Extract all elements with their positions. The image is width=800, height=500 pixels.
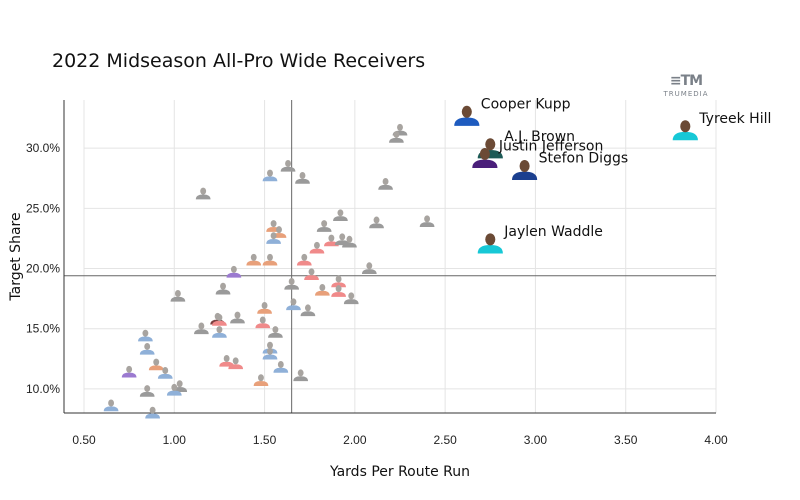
player-headshot [316, 220, 332, 232]
player-headshot [226, 265, 242, 278]
player-headshot [343, 292, 359, 305]
player-headshot [266, 232, 281, 244]
player-label: A.J. Brown [504, 129, 575, 145]
player-headshot [369, 216, 384, 229]
grid-lines [83, 100, 717, 413]
player-headshot [215, 282, 231, 295]
player-headshot [280, 159, 296, 172]
player-headshot [331, 285, 346, 297]
player-headshot [145, 406, 160, 419]
player-headshot [284, 277, 300, 290]
player-headshot [212, 326, 227, 338]
highlighted-player-headshot [672, 120, 698, 141]
x-axis-title: Yards Per Route Run [329, 464, 470, 480]
x-tick-label: 2.50 [433, 433, 457, 447]
player-headshot [228, 357, 244, 370]
trumedia-logo-mark: ≡TM [669, 73, 703, 89]
player-headshot [194, 322, 209, 335]
player-headshot [273, 361, 289, 373]
player-headshot [342, 235, 357, 248]
highlighted-player-headshot [454, 105, 480, 126]
player-headshot [333, 209, 348, 222]
player-headshot [268, 326, 283, 338]
player-headshot [378, 178, 393, 190]
player-headshot [138, 329, 153, 342]
trumedia-logo-text: TRUMEDIA [663, 90, 709, 98]
player-headshot [300, 304, 316, 317]
x-tick-label: 4.00 [704, 433, 728, 447]
player-headshot [262, 169, 278, 182]
player-headshot [331, 275, 346, 288]
y-tick-label: 15.0% [26, 322, 60, 336]
x-tick-label: 2.00 [343, 433, 367, 447]
player-headshot [139, 342, 155, 355]
tick-labels: 0.50 1.00 1.50 2.00 2.50 3.00 3.50 4.00 10.0% 15.… [26, 141, 728, 447]
highlighted-player-headshot [477, 233, 503, 254]
player-headshot [315, 283, 330, 296]
player-label: Tyreek Hill [698, 111, 771, 127]
trumedia-logo: ≡TM TRUMEDIA [660, 74, 712, 98]
axes [63, 100, 716, 414]
player-headshot [246, 253, 262, 266]
y-tick-label: 30.0% [26, 141, 60, 155]
player-label: Stefon Diggs [539, 151, 629, 167]
player-headshot [148, 358, 164, 371]
player-headshot [170, 289, 186, 302]
player-headshot [139, 385, 155, 397]
player-headshot [166, 383, 182, 396]
player-headshot [157, 367, 173, 379]
player-headshot [295, 172, 310, 184]
player-headshot [304, 268, 319, 281]
player-headshot [255, 316, 271, 329]
player-label: Justin Jefferson [498, 139, 603, 155]
reference-lines [64, 100, 716, 413]
player-headshot [253, 374, 269, 386]
player-headshot [296, 253, 312, 266]
player-headshot [309, 241, 325, 254]
y-axis-title: Target Share [8, 212, 24, 301]
y-tick-label: 20.0% [26, 262, 60, 276]
player-headshot [257, 302, 272, 314]
player-headshot [361, 262, 377, 274]
player-headshot [103, 399, 119, 412]
player-headshot [419, 215, 435, 228]
player-headshot [195, 187, 211, 200]
player-headshot [121, 365, 137, 378]
player-label: Jaylen Waddle [503, 224, 603, 240]
player-headshot [230, 311, 245, 324]
x-tick-label: 1.00 [163, 433, 187, 447]
player-headshot [212, 314, 227, 326]
player-headshot [262, 253, 278, 266]
player-label: Cooper Kupp [481, 96, 571, 112]
player-headshot [262, 347, 278, 360]
x-tick-label: 3.50 [614, 433, 638, 447]
highlighted-player-headshot [472, 147, 498, 168]
y-tick-label: 10.0% [26, 382, 60, 396]
player-headshot [293, 369, 309, 382]
player-headshot [389, 131, 404, 143]
x-tick-label: 0.50 [72, 433, 96, 447]
highlighted-player-headshot [511, 159, 538, 181]
y-tick-label: 25.0% [26, 201, 60, 215]
x-tick-label: 3.00 [524, 433, 548, 447]
chart-title: 2022 Midseason All-Pro Wide Receivers [52, 50, 426, 72]
player-points [103, 123, 435, 419]
player-headshot [286, 298, 301, 311]
x-tick-label: 1.50 [253, 433, 277, 447]
